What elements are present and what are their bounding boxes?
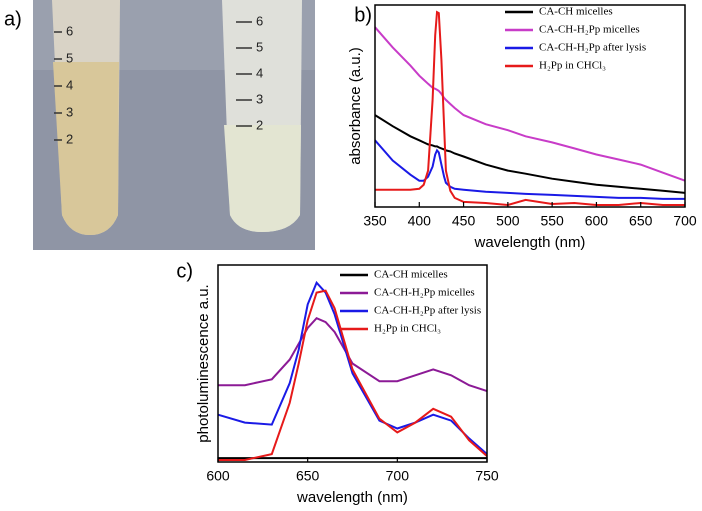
x-axis-label: wavelength (nm) xyxy=(296,489,408,506)
scale-label: 6 xyxy=(66,23,73,38)
data-line xyxy=(218,316,488,393)
x-tick-label: 600 xyxy=(206,468,230,484)
scale-label: 5 xyxy=(256,39,263,54)
x-tick-label: 650 xyxy=(296,468,320,484)
legend-label: CA-CH-H₂Pp after lysis xyxy=(539,42,646,54)
scale-label: 2 xyxy=(66,131,73,146)
x-tick-label: 700 xyxy=(673,213,697,229)
tube-scales: 6 5 4 3 2 6 5 4 3 2 xyxy=(54,13,263,146)
panel-label: c) xyxy=(176,260,193,282)
y-axis-label: photoluminescence a.u. xyxy=(195,284,212,442)
panel-label: b) xyxy=(354,4,372,26)
scale-label: 5 xyxy=(66,50,73,65)
x-tick-label: 350 xyxy=(363,213,387,229)
x-tick-label: 450 xyxy=(452,213,476,229)
plot-frame xyxy=(217,264,488,463)
scale-label: 4 xyxy=(256,65,263,80)
panel-label: a) xyxy=(4,8,22,30)
scale-label: 3 xyxy=(66,104,73,119)
x-tick-label: 600 xyxy=(585,213,609,229)
data-line xyxy=(374,26,686,182)
tube-left-liquid xyxy=(53,62,119,235)
x-tick-label: 500 xyxy=(496,213,520,229)
scale-label: 3 xyxy=(256,91,263,106)
legend-label: CA-CH-H₂Pp after lysis xyxy=(374,305,481,317)
data-line xyxy=(374,139,685,200)
x-tick-label: 750 xyxy=(475,468,499,484)
legend-label: CA-CH-H₂Pp micelles xyxy=(539,24,640,36)
data-line xyxy=(374,114,686,194)
x-tick-label: 400 xyxy=(408,213,432,229)
data-line xyxy=(218,289,488,461)
data-line xyxy=(217,280,488,455)
x-axis-label: wavelength (nm) xyxy=(474,234,586,251)
legend-label: H₂Pp in CHCl₃ xyxy=(539,60,606,72)
scale-label: 6 xyxy=(256,13,263,28)
legend-label: CA-CH micelles xyxy=(539,6,613,18)
x-tick-label: 650 xyxy=(629,213,653,229)
scale-label: 4 xyxy=(66,77,73,92)
photo: a) xyxy=(4,0,315,250)
legend-label: CA-CH micelles xyxy=(374,269,448,281)
legend-label: H₂Pp in CHCl₃ xyxy=(374,323,441,335)
x-tick-label: 700 xyxy=(386,468,410,484)
plot-frame xyxy=(374,4,686,208)
scale-label: 2 xyxy=(256,117,263,132)
y-axis-label: absorbance (a.u.) xyxy=(347,47,364,165)
legend-label: CA-CH-H₂Pp micelles xyxy=(374,287,475,299)
charts: CA-CH micelles CA-CH-H₂Pp micelles CA-CH-H… xyxy=(176,4,697,506)
tube-right-liquid xyxy=(224,125,301,232)
data-line xyxy=(375,10,685,207)
x-tick-label: 550 xyxy=(540,213,564,229)
